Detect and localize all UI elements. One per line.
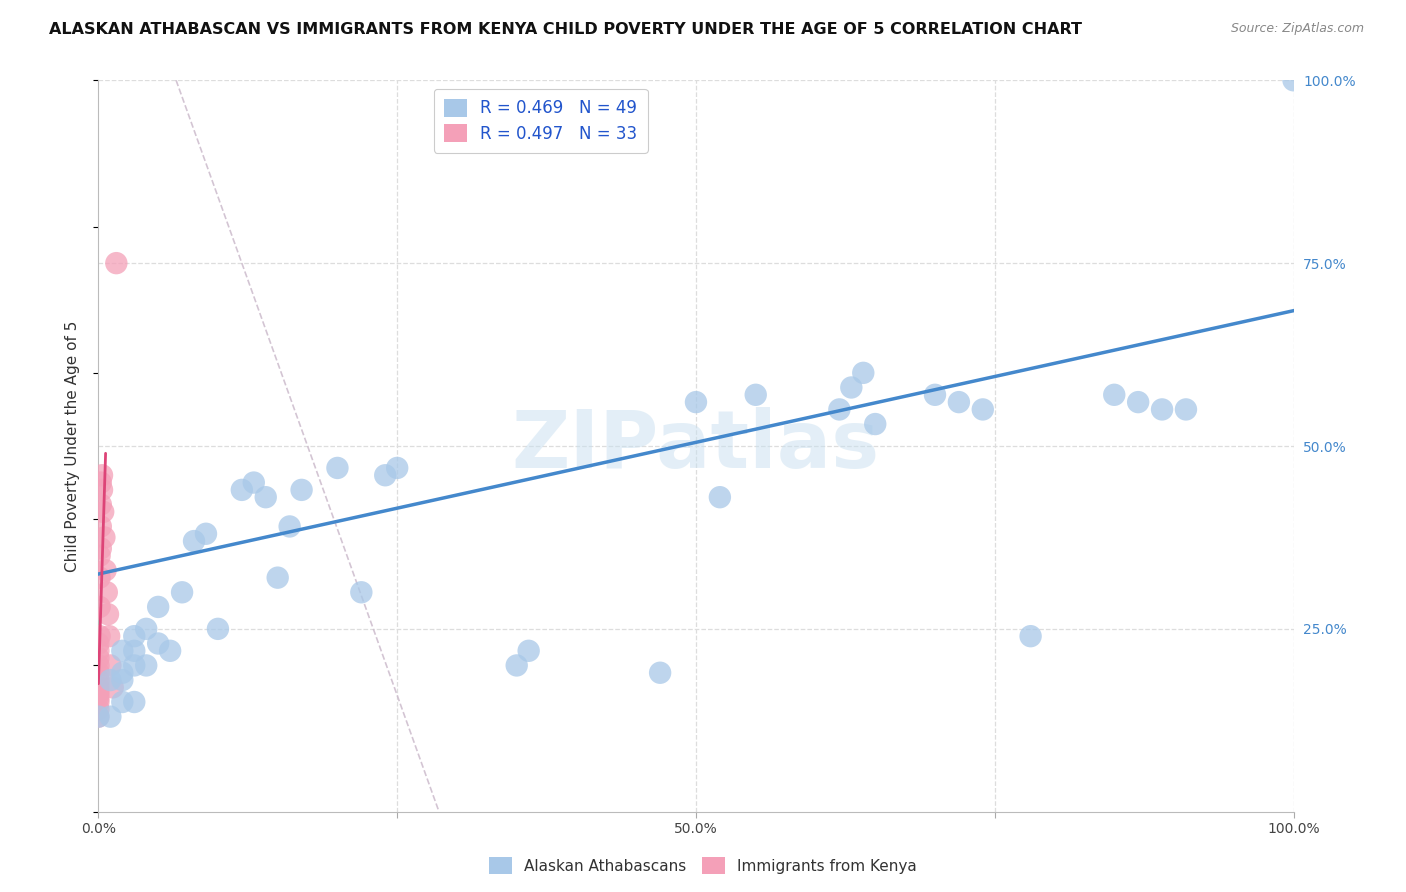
Point	[87, 673, 110, 687]
Point	[90, 541, 112, 556]
Point	[648, 665, 672, 680]
Point	[87, 676, 110, 690]
Point	[374, 468, 396, 483]
Point	[172, 585, 194, 599]
Point	[111, 673, 134, 687]
Point	[89, 629, 111, 643]
Point	[385, 461, 409, 475]
Point	[291, 483, 314, 497]
Point	[124, 644, 146, 658]
Point	[124, 658, 146, 673]
Point	[90, 498, 112, 512]
Text: ZIPatlas: ZIPatlas	[512, 407, 880, 485]
Point	[135, 622, 157, 636]
Point	[159, 644, 181, 658]
Point	[148, 636, 170, 650]
Point	[96, 585, 118, 599]
Point	[243, 475, 266, 490]
Point	[89, 549, 111, 563]
Point	[98, 673, 122, 687]
Y-axis label: Child Poverty Under the Age of 5: Child Poverty Under the Age of 5	[65, 320, 80, 572]
Legend: R = 0.469   N = 49, R = 0.497   N = 33: R = 0.469 N = 49, R = 0.497 N = 33	[433, 88, 648, 153]
Point	[1104, 388, 1126, 402]
Point	[1019, 629, 1042, 643]
Point	[350, 585, 373, 599]
Text: Source: ZipAtlas.com: Source: ZipAtlas.com	[1230, 22, 1364, 36]
Point	[278, 519, 301, 533]
Point	[97, 607, 120, 622]
Point	[709, 490, 731, 504]
Point	[135, 658, 157, 673]
Point	[517, 644, 540, 658]
Point	[91, 505, 114, 519]
Legend: Alaskan Athabascans, Immigrants from Kenya: Alaskan Athabascans, Immigrants from Ken…	[484, 851, 922, 880]
Point	[124, 629, 146, 643]
Point	[87, 644, 110, 658]
Point	[924, 388, 946, 402]
Point	[111, 665, 134, 680]
Point	[254, 490, 277, 504]
Point	[87, 684, 110, 698]
Point	[87, 695, 110, 709]
Point	[94, 563, 117, 577]
Point	[841, 380, 863, 394]
Point	[111, 695, 134, 709]
Point	[267, 571, 290, 585]
Point	[90, 475, 112, 490]
Point	[326, 461, 349, 475]
Text: ALASKAN ATHABASCAN VS IMMIGRANTS FROM KENYA CHILD POVERTY UNDER THE AGE OF 5 COR: ALASKAN ATHABASCAN VS IMMIGRANTS FROM KE…	[49, 22, 1083, 37]
Point	[87, 702, 110, 716]
Point	[745, 388, 768, 402]
Point	[506, 658, 529, 673]
Point	[105, 256, 128, 270]
Point	[89, 599, 111, 614]
Point	[183, 534, 205, 549]
Point	[148, 599, 170, 614]
Point	[852, 366, 875, 380]
Point	[1175, 402, 1198, 417]
Point	[685, 395, 707, 409]
Point	[87, 691, 110, 706]
Point	[91, 468, 114, 483]
Point	[87, 636, 110, 650]
Point	[98, 658, 122, 673]
Point	[1152, 402, 1174, 417]
Point	[87, 651, 110, 665]
Point	[90, 519, 112, 533]
Point	[91, 483, 114, 497]
Point	[1128, 395, 1150, 409]
Point	[87, 688, 110, 702]
Point	[87, 709, 110, 723]
Point	[948, 395, 970, 409]
Point	[87, 709, 110, 723]
Point	[124, 695, 146, 709]
Point	[195, 526, 218, 541]
Point	[93, 530, 115, 544]
Point	[89, 571, 111, 585]
Point	[828, 402, 851, 417]
Point	[865, 417, 887, 431]
Point	[231, 483, 253, 497]
Point	[98, 709, 122, 723]
Point	[111, 644, 134, 658]
Point	[87, 681, 110, 695]
Point	[1282, 73, 1305, 87]
Point	[101, 681, 124, 695]
Point	[87, 665, 110, 680]
Point	[972, 402, 994, 417]
Point	[87, 658, 110, 673]
Point	[207, 622, 229, 636]
Point	[98, 629, 121, 643]
